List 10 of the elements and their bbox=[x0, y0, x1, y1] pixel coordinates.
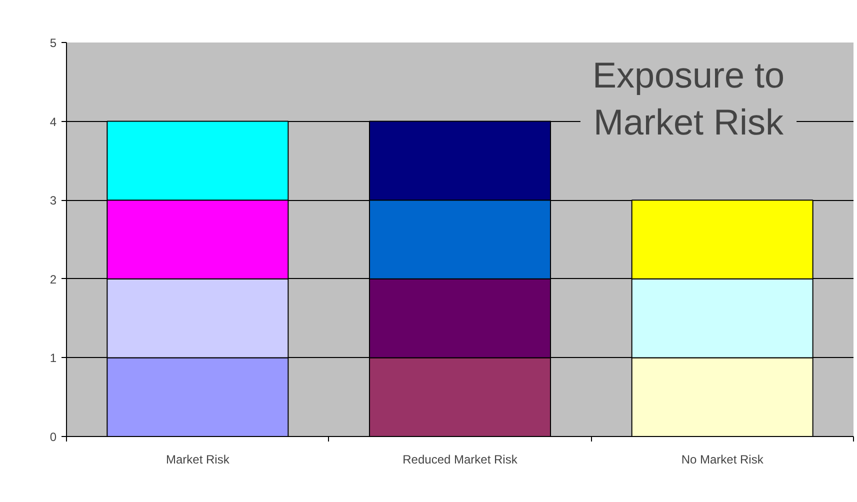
y-tick-label: 5 bbox=[50, 36, 57, 50]
y-tick-label: 2 bbox=[50, 272, 57, 286]
x-tick-label: No Market Risk bbox=[681, 452, 764, 466]
y-tick-label: 0 bbox=[50, 430, 57, 444]
x-tick-label: Market Risk bbox=[166, 452, 230, 466]
text: Exposure to Market Risk bbox=[592, 54, 785, 143]
y-tick-label: 1 bbox=[50, 351, 57, 366]
y-tick-label: 4 bbox=[50, 114, 57, 129]
y-tick-label: 3 bbox=[50, 194, 57, 208]
x-tick-label: Reduced Market Risk bbox=[402, 452, 518, 466]
